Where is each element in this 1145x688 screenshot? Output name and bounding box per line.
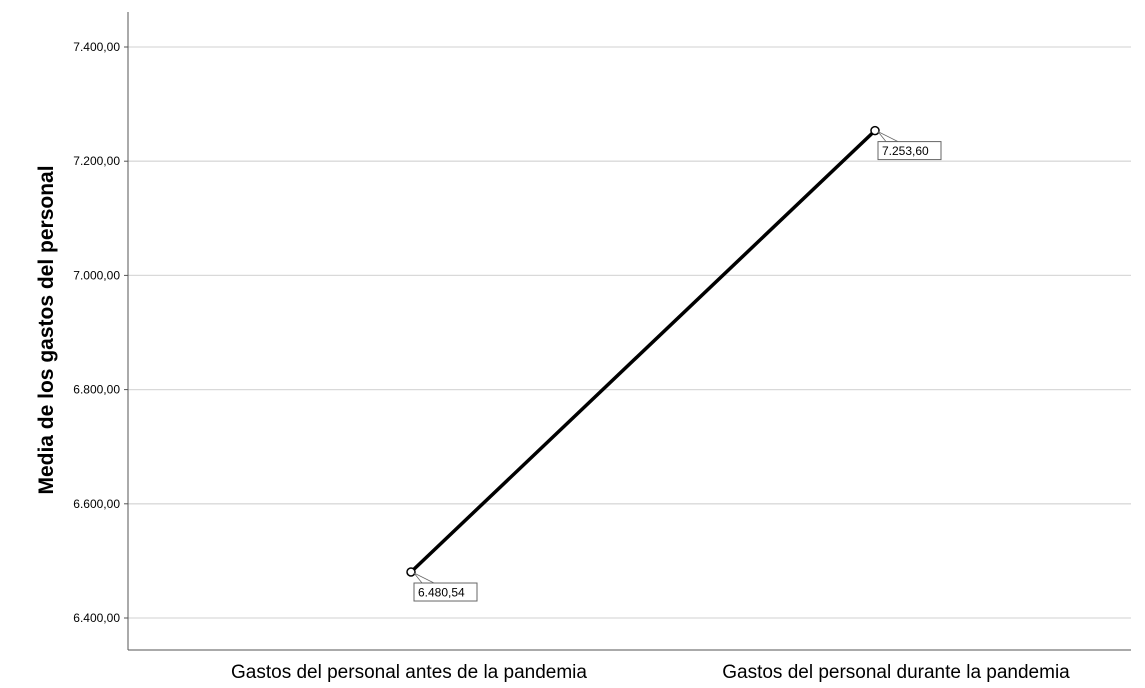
y-tick-label: 7.200,00: [73, 154, 120, 168]
y-tick-label: 6.600,00: [73, 497, 120, 511]
x-category-labels: Gastos del personal antes de la pandemia…: [231, 662, 1070, 683]
data-point-marker: [406, 567, 416, 577]
data-label-box: [413, 582, 478, 602]
data-label: 7.253,60: [882, 144, 929, 158]
y-tick-labels: 6.400,00 6.600,00 6.800,00 7.000,00 7.200,00…: [73, 40, 128, 625]
data-label: 6.480,54: [418, 586, 465, 600]
x-category-label: Gastos del personal durante la pandemia: [722, 662, 1070, 683]
y-tick-label: 6.400,00: [73, 611, 120, 625]
data-point-marker: [870, 125, 880, 136]
data-labels: 6.480,54 7.253,60: [413, 131, 942, 602]
y-axis-title: Media de los gastos del personal: [35, 165, 58, 494]
y-tick-label: 7.000,00: [73, 268, 120, 282]
y-tick-label: 6.800,00: [73, 383, 120, 397]
series-line-group: [406, 125, 880, 577]
data-label-box: [877, 141, 942, 161]
data-label-pointer: [877, 131, 899, 142]
y-tick-label: 7.400,00: [73, 40, 120, 54]
x-category-label: Gastos del personal antes de la pandemia: [231, 662, 587, 683]
data-label-pointer: [413, 572, 435, 584]
series-line: [409, 129, 877, 574]
gridlines: [128, 46, 1131, 619]
